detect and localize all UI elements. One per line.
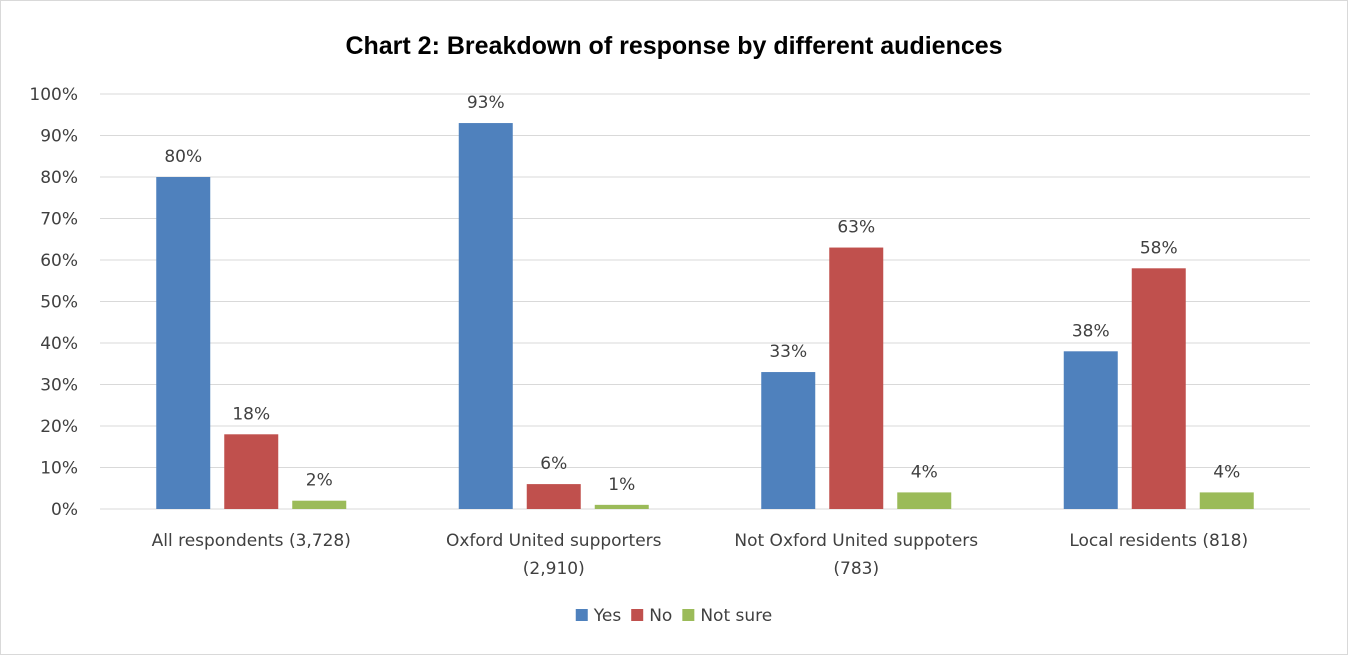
legend-label: No (649, 606, 672, 626)
data-label: 1% (608, 475, 635, 495)
data-label: 4% (911, 462, 938, 482)
bar-no (1131, 268, 1186, 509)
bar-not-sure (1199, 492, 1254, 509)
y-tick-label: 70% (40, 210, 78, 230)
data-label: 6% (540, 454, 567, 474)
data-labels: 80% 18% 2% 93% 6% 1% 33% 63% 4% 38% 58% 4% (164, 93, 1240, 495)
x-axis: All respondents (3,728) Oxford United sup… (152, 531, 1249, 579)
bar-no (224, 434, 279, 509)
bar-not-sure (292, 500, 347, 509)
legend: Yes No Not sure (575, 606, 772, 626)
data-label: 38% (1072, 321, 1110, 341)
y-axis: 0% 10% 20% 30% 40% 50% 60% 70% 80% 90% 100% (29, 85, 78, 520)
x-tick-label: Oxford United supporters (2,910) (446, 531, 662, 579)
bar-no (829, 247, 884, 510)
bar-no (526, 484, 581, 509)
y-tick-label: 20% (40, 417, 78, 437)
legend-label: Yes (593, 606, 622, 626)
bar-yes (761, 372, 816, 509)
bar-yes (1063, 351, 1118, 509)
legend-label: Not sure (700, 606, 772, 626)
x-tick-label: All respondents (3,728) (152, 531, 351, 551)
x-tick-label: Not Oxford United suppoters (783) (734, 531, 978, 579)
legend-swatch-no (631, 609, 644, 621)
data-label: 58% (1140, 238, 1178, 258)
data-label: 18% (232, 404, 270, 424)
y-tick-label: 0% (51, 500, 78, 520)
y-tick-label: 100% (29, 85, 78, 105)
bars (156, 123, 1254, 510)
y-tick-label: 40% (40, 334, 78, 354)
bar-not-sure (594, 504, 649, 509)
y-tick-label: 50% (40, 293, 78, 313)
data-label: 63% (837, 218, 875, 238)
chart-title: Chart 2: Breakdown of response by differ… (345, 32, 1002, 60)
gridlines (100, 93, 1310, 510)
y-tick-label: 60% (40, 251, 78, 271)
bar-not-sure (897, 492, 952, 509)
data-label: 93% (467, 93, 505, 113)
data-label: 33% (769, 342, 807, 362)
y-tick-label: 10% (40, 459, 78, 479)
y-tick-label: 80% (40, 168, 78, 188)
bar-yes (156, 177, 211, 509)
legend-swatch-not-sure (682, 609, 695, 621)
data-label: 4% (1213, 462, 1240, 482)
legend-swatch-yes (575, 609, 588, 621)
y-tick-label: 30% (40, 376, 78, 396)
data-label: 80% (164, 147, 202, 167)
x-tick-label: Local residents (818) (1069, 531, 1248, 551)
bar-yes (458, 123, 513, 510)
y-tick-label: 90% (40, 127, 78, 147)
data-label: 2% (306, 471, 333, 491)
